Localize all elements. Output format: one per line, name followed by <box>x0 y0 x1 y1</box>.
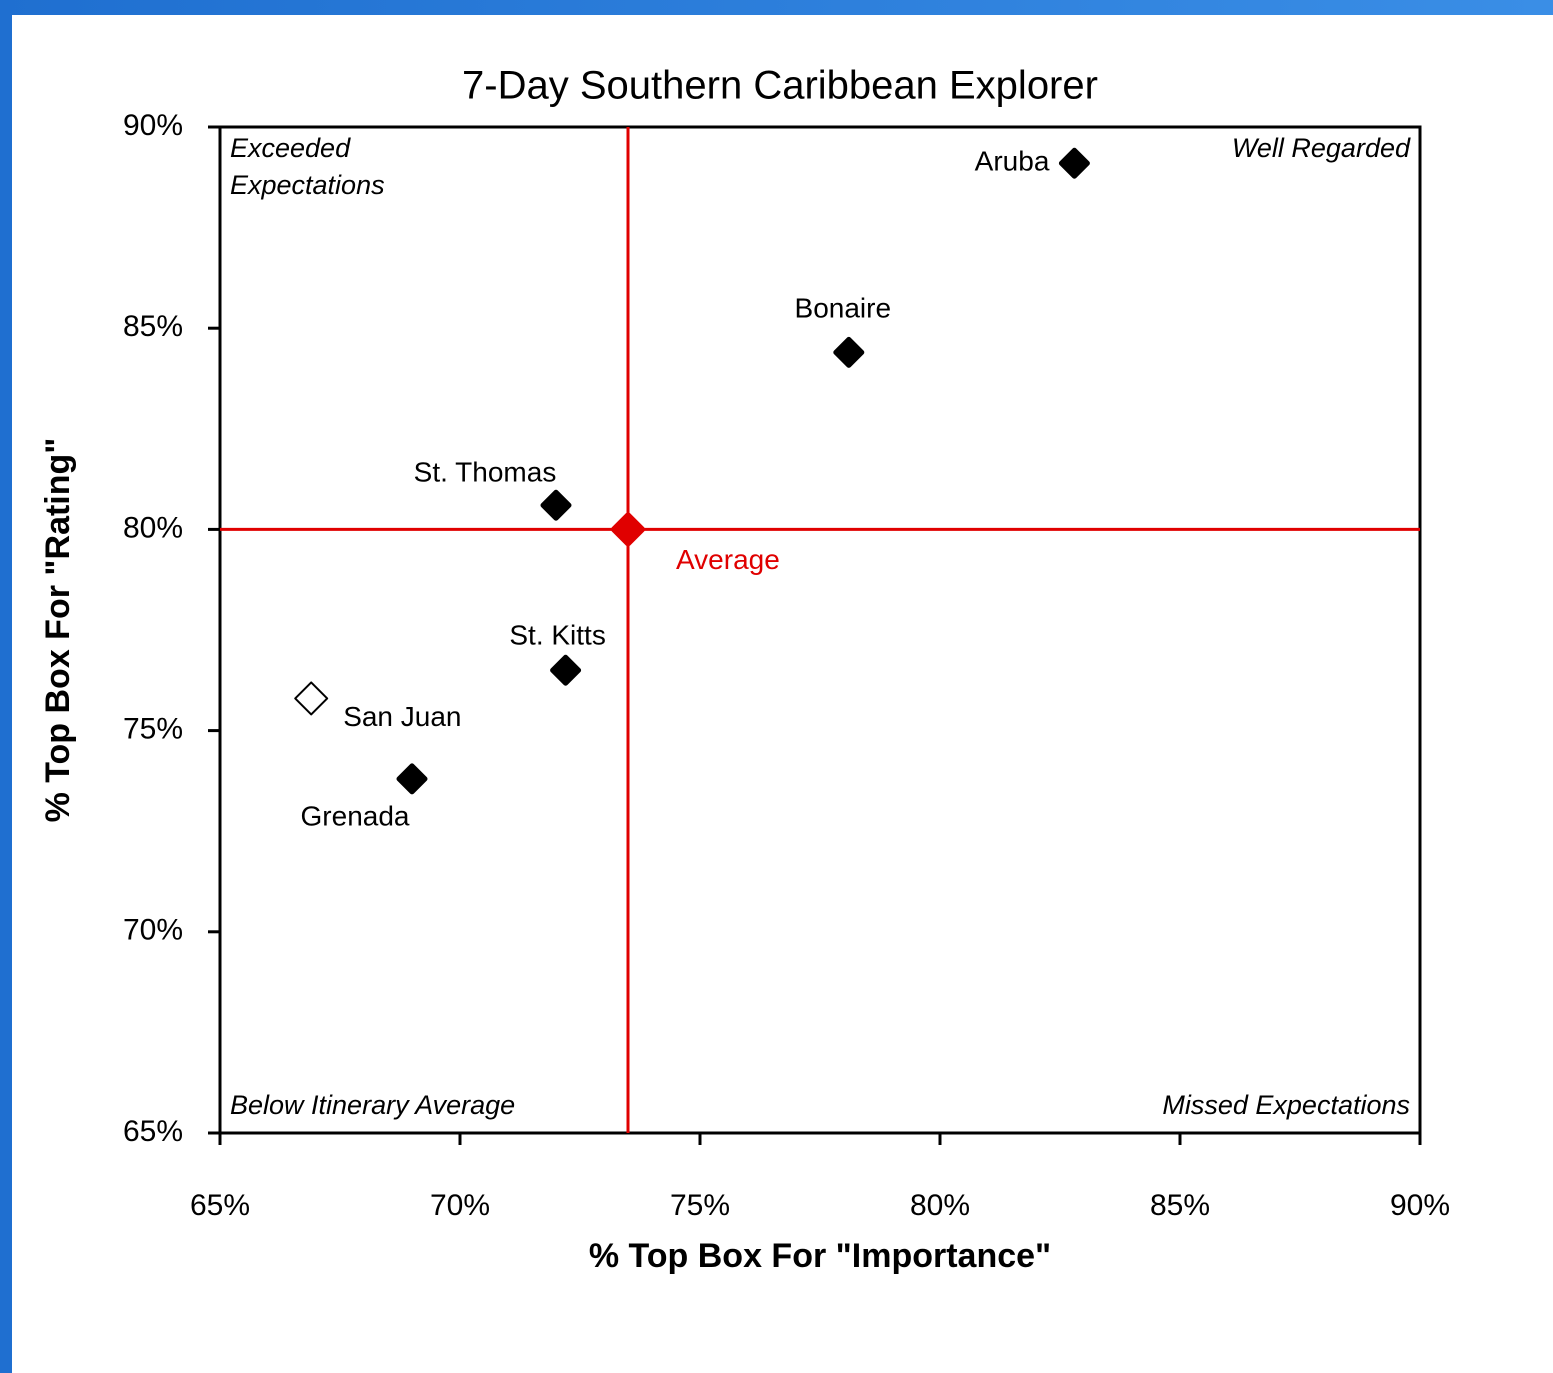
quadrant-label: Missed Expectations <box>1162 1090 1410 1120</box>
quadrant-label: Expectations <box>230 170 385 200</box>
point-label: St. Thomas <box>414 457 557 488</box>
point <box>1058 147 1090 179</box>
point <box>294 681 329 716</box>
x-tick-label: 90% <box>1390 1189 1450 1222</box>
x-tick-label: 65% <box>190 1189 250 1222</box>
x-tick-label: 85% <box>1150 1189 1210 1222</box>
x-tick-label: 75% <box>670 1189 730 1222</box>
point <box>550 654 582 686</box>
y-tick-label: 85% <box>123 310 183 343</box>
y-tick-label: 70% <box>123 914 183 947</box>
y-axis-label: % Top Box For "Rating" <box>39 438 77 823</box>
x-tick-label: 80% <box>910 1189 970 1222</box>
left-border <box>0 0 12 1373</box>
x-tick-label: 70% <box>430 1189 490 1222</box>
point-label: San Juan <box>343 701 461 732</box>
point-label: Grenada <box>301 800 410 831</box>
quadrant-label: Well Regarded <box>1232 133 1411 163</box>
average-label: Average <box>676 544 780 575</box>
y-tick-label: 65% <box>123 1115 183 1148</box>
top-border <box>0 0 1553 15</box>
average-point <box>611 512 645 547</box>
point-label: Bonaire <box>795 293 892 324</box>
quadrant-label: Exceeded <box>230 133 351 163</box>
point-label: St. Kitts <box>509 620 605 651</box>
y-tick-label: 80% <box>123 511 183 544</box>
point <box>396 763 428 795</box>
plot-frame <box>218 125 1422 1135</box>
point <box>540 489 572 521</box>
y-tick-label: 90% <box>123 109 183 142</box>
y-tick-label: 75% <box>123 713 183 746</box>
chart-title: 7-Day Southern Caribbean Explorer <box>462 64 1098 108</box>
x-axis-label: % Top Box For "Importance" <box>589 1237 1051 1275</box>
point-label: Aruba <box>975 146 1050 177</box>
point <box>833 336 865 368</box>
quadrant-label: Below Itinerary Average <box>230 1090 515 1120</box>
